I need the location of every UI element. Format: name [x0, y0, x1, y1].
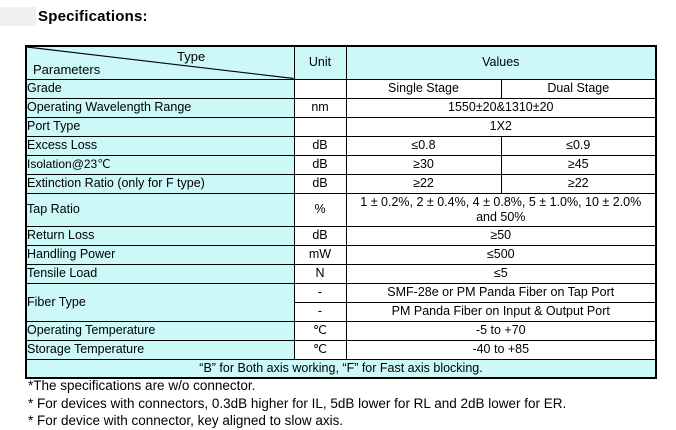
unit-cell: -: [293, 301, 347, 322]
table-row-isolation: Isolation@23℃ dB ≥30 ≥45: [25, 154, 657, 175]
value-cell-dual-stage: Dual Stage: [500, 78, 657, 99]
footnotes: *The specifications are w/o connector. *…: [28, 377, 566, 430]
values-header-cell: Values: [345, 45, 657, 80]
table-row-storage-temperature: Storage Temperature ℃ -40 to +85: [25, 339, 657, 360]
value-cell: 1X2: [345, 116, 657, 137]
table-row-port-type: Port Type 1X2: [25, 116, 657, 137]
value-cell: -5 to +70: [345, 320, 657, 341]
table-row-wavelength: Operating Wavelength Range nm 1550±20&13…: [25, 97, 657, 118]
value-cell: PM Panda Fiber on Input & Output Port: [345, 301, 657, 322]
param-cell: Tensile Load: [25, 263, 295, 284]
value-cell-single-stage: ≥30: [345, 154, 502, 175]
param-cell: Return Loss: [25, 225, 295, 246]
unit-header-cell: Unit: [293, 45, 347, 80]
parameters-header-label: Parameters: [33, 61, 101, 77]
table-row-tensile-load: Tensile Load N ≤5: [25, 263, 657, 284]
table-header-row: Type Parameters Unit Values: [25, 45, 657, 80]
param-cell: Tap Ratio: [25, 192, 295, 227]
tap-ratio-line2: and 50%: [476, 209, 526, 224]
page-title: Specifications:: [38, 8, 148, 25]
unit-cell: ℃: [293, 320, 347, 341]
value-cell-single-stage: Single Stage: [345, 78, 502, 99]
param-cell: Operating Wavelength Range: [25, 97, 295, 118]
value-cell: ≤500: [345, 244, 657, 265]
footnote-line: * For device with connector, key aligned…: [28, 413, 344, 428]
unit-cell: -: [293, 282, 347, 303]
param-cell: Grade: [25, 78, 295, 99]
unit-cell: N: [293, 263, 347, 284]
footnote-line: * For devices with connectors, 0.3dB hig…: [28, 395, 567, 411]
param-cell: Storage Temperature: [25, 339, 295, 360]
value-cell: -40 to +85: [345, 339, 657, 360]
param-cell: Operating Temperature: [25, 320, 295, 341]
unit-cell: ℃: [293, 339, 347, 360]
unit-cell: dB: [293, 154, 347, 175]
footnote-line: *The specifications are w/o connector.: [28, 378, 256, 393]
value-cell-dual-stage: ≥45: [500, 154, 657, 175]
table-row-fiber-type-1: Fiber Type - SMF-28e or PM Panda Fiber o…: [25, 282, 657, 322]
value-cell-dual-stage: ≤0.9: [500, 135, 657, 156]
scan-artifact: [0, 7, 36, 26]
value-cell: SMF-28e or PM Panda Fiber on Tap Port: [345, 282, 657, 303]
value-cell: 1550±20&1310±20: [345, 97, 657, 118]
unit-cell: dB: [293, 225, 347, 246]
table-footer-row: “B” for Both axis working, “F” for Fast …: [25, 358, 657, 379]
value-cell: ≤5: [345, 263, 657, 284]
tap-ratio-line1: 1 ± 0.2%, 2 ± 0.4%, 4 ± 0.8%, 5 ± 1.0%, …: [360, 194, 642, 209]
unit-cell: [293, 78, 347, 99]
table-row-extinction-ratio: Extinction Ratio (only for F type) dB ≥2…: [25, 173, 657, 194]
unit-cell: dB: [293, 173, 347, 194]
value-cell: ≥50: [345, 225, 657, 246]
value-cell-dual-stage: ≥22: [500, 173, 657, 194]
unit-cell: mW: [293, 244, 347, 265]
type-header-label: Type: [177, 49, 206, 64]
param-cell: Handling Power: [25, 244, 295, 265]
unit-cell: dB: [293, 135, 347, 156]
unit-cell: [293, 116, 347, 137]
table-row-grade: Grade Single Stage Dual Stage: [25, 78, 657, 99]
table-row-excess-loss: Excess Loss dB ≤0.8 ≤0.9: [25, 135, 657, 156]
value-cell-single-stage: ≤0.8: [345, 135, 502, 156]
table-row-return-loss: Return Loss dB ≥50: [25, 225, 657, 246]
table-row-fiber-type-2: - PM Panda Fiber on Input & Output Port: [26, 301, 657, 322]
param-cell: Extinction Ratio (only for F type): [25, 173, 295, 194]
specifications-table: Type Parameters Unit Values Grade Single…: [25, 45, 658, 379]
table-row-operating-temperature: Operating Temperature ℃ -5 to +70: [25, 320, 657, 341]
param-cell: Port Type: [25, 116, 295, 137]
axis-note-cell: “B” for Both axis working, “F” for Fast …: [25, 358, 657, 379]
diagonal-divider: [27, 47, 293, 78]
unit-cell: nm: [293, 97, 347, 118]
parameters-type-header-cell: Type Parameters: [25, 45, 295, 80]
unit-cell: %: [293, 192, 347, 227]
table-row-handling-power: Handling Power mW ≤500: [25, 244, 657, 265]
value-cell: 1 ± 0.2%, 2 ± 0.4%, 4 ± 0.8%, 5 ± 1.0%, …: [345, 192, 657, 227]
param-cell: Fiber Type: [25, 282, 295, 322]
param-cell: Isolation@23℃: [25, 154, 295, 175]
table-row-tap-ratio: Tap Ratio % 1 ± 0.2%, 2 ± 0.4%, 4 ± 0.8%…: [25, 192, 657, 227]
value-cell-single-stage: ≥22: [345, 173, 502, 194]
param-cell: Excess Loss: [25, 135, 295, 156]
